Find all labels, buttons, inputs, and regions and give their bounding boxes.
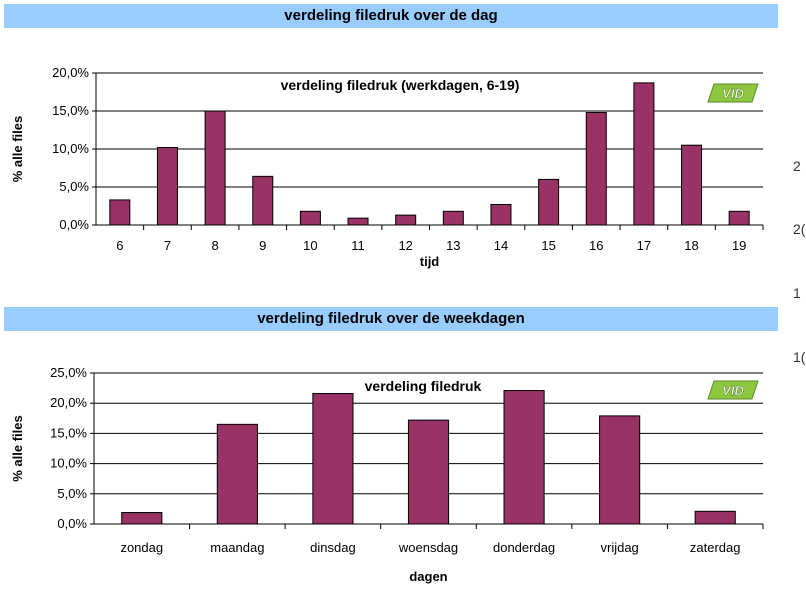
day-xtick-label: 6 xyxy=(116,238,123,253)
week-xtick-label: maandag xyxy=(210,540,264,555)
day-bar-18 xyxy=(681,144,703,226)
edge-fragment: 2( xyxy=(793,221,806,237)
week-ytick-label: 25,0% xyxy=(50,365,87,380)
day-bar-6 xyxy=(109,199,131,226)
week-x-axis-label: dagen xyxy=(409,569,447,584)
week-bar-vrijdag xyxy=(599,415,641,525)
week-xtick-label: zaterdag xyxy=(690,540,741,555)
section-header-weekdays: verdeling filedruk over de weekdagen xyxy=(4,307,778,331)
day-xtick-label: 16 xyxy=(589,238,603,253)
week-bar-zaterdag xyxy=(694,510,736,525)
week-bar-donderdag xyxy=(503,390,545,525)
day-xtick-label: 10 xyxy=(303,238,317,253)
day-xtick-label: 19 xyxy=(732,238,746,253)
day-ytick-label: 10,0% xyxy=(52,141,89,156)
day-ytick-label: 15,0% xyxy=(52,103,89,118)
day-vid-logo-shape xyxy=(707,83,759,103)
day-xtick-label: 17 xyxy=(637,238,651,253)
week-chart-title: verdeling filedruk xyxy=(365,378,482,394)
day-x-axis-label: tijd xyxy=(420,254,440,269)
day-y-axis-label: % alle files xyxy=(10,116,25,182)
day-bar-16 xyxy=(585,112,607,226)
week-vid-logo-text: VID xyxy=(722,383,744,398)
week-bar-maandag xyxy=(216,423,258,525)
week-xtick-label: donderdag xyxy=(493,540,555,555)
day-ytick-label: 20,0% xyxy=(52,65,89,80)
week-bar-zondag xyxy=(121,512,163,525)
section-header-day: verdeling filedruk over de dag xyxy=(4,4,778,28)
day-xtick-label: 8 xyxy=(211,238,218,253)
edge-fragment: 1( xyxy=(793,349,806,365)
day-bar-14 xyxy=(490,203,512,226)
day-bar-9 xyxy=(252,175,274,226)
edge-fragment: 1 xyxy=(793,285,801,301)
day-bar-10 xyxy=(299,210,321,226)
week-y-axis-label: % alle files xyxy=(10,415,25,481)
day-xtick-label: 18 xyxy=(684,238,698,253)
day-chart-title: verdeling filedruk (werkdagen, 6-19) xyxy=(281,77,520,93)
week-ytick-label: 20,0% xyxy=(50,395,87,410)
day-bar-8 xyxy=(204,110,226,226)
day-bar-7 xyxy=(156,146,178,226)
day-xtick-label: 11 xyxy=(351,238,365,253)
day-xtick-label: 7 xyxy=(164,238,171,253)
day-ytick-label: 5,0% xyxy=(59,179,89,194)
day-vid-logo-text: VID xyxy=(722,86,744,101)
day-xtick-label: 12 xyxy=(398,238,412,253)
week-bar-woensdag xyxy=(407,419,450,525)
day-xtick-label: 14 xyxy=(494,238,508,253)
week-xtick-label: vrijdag xyxy=(600,540,638,555)
week-xtick-label: woensdag xyxy=(398,540,458,555)
day-bar-15 xyxy=(538,178,560,226)
day-bar-19 xyxy=(728,210,750,226)
week-bar-dinsdag xyxy=(312,393,354,525)
day-ytick-label: 0,0% xyxy=(59,217,89,232)
week-xtick-label: dinsdag xyxy=(310,540,356,555)
week-ytick-label: 5,0% xyxy=(57,486,87,501)
day-bar-17 xyxy=(633,82,655,226)
week-xtick-label: zondag xyxy=(120,540,163,555)
week-vid-logo-shape xyxy=(707,380,759,400)
week-ytick-label: 15,0% xyxy=(50,425,87,440)
edge-fragment: 2 xyxy=(793,158,801,174)
day-xtick-label: 9 xyxy=(259,238,266,253)
day-bar-12 xyxy=(395,214,417,226)
day-xtick-label: 13 xyxy=(446,238,460,253)
day-bar-13 xyxy=(442,210,464,226)
week-ytick-label: 0,0% xyxy=(57,516,87,531)
week-ytick-label: 10,0% xyxy=(50,456,87,471)
day-xtick-label: 15 xyxy=(541,238,555,253)
day-bar-11 xyxy=(347,217,369,226)
